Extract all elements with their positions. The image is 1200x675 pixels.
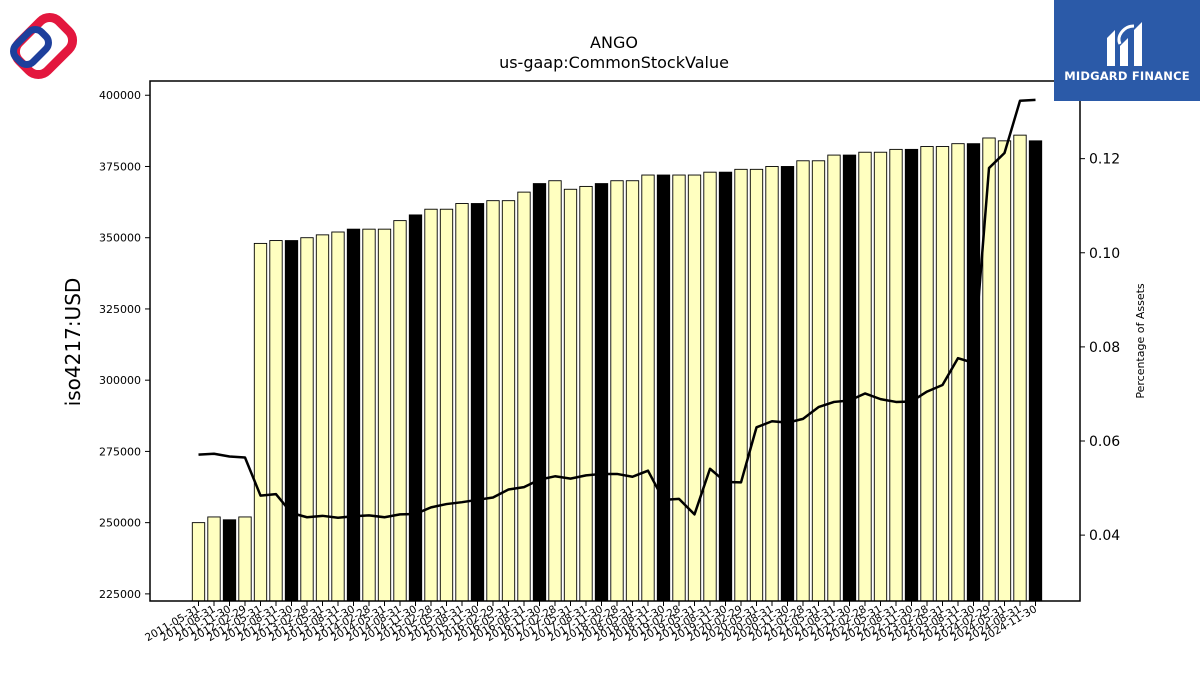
bar-2023-05-31 (935, 146, 950, 602)
bar-2021-11-30 (842, 154, 857, 602)
bar-2017-08-31 (579, 185, 593, 602)
bar-2016-05-31 (501, 200, 516, 602)
bar-2020-02-29 (734, 168, 748, 602)
chart-title: ANGO (590, 33, 638, 52)
bar-2024-05-31 (997, 140, 1012, 602)
y-tick-label: 275000 (99, 445, 141, 458)
bar-2022-02-28 (858, 151, 872, 602)
bar-2015-02-28 (424, 208, 438, 602)
bar-2019-05-31 (687, 174, 702, 602)
bar-2024-08-31 (1013, 134, 1027, 602)
bar-2018-05-31 (625, 180, 640, 602)
y2-tick-label: 0.10 (1089, 246, 1120, 262)
line-series (198, 98, 1036, 519)
bar-2023-08-31 (951, 143, 965, 602)
bar-2015-11-30 (470, 203, 485, 602)
y2-tick-label: 0.08 (1089, 340, 1120, 356)
brand-name: MIDGARD FINANCE (1064, 69, 1190, 83)
bar-2018-11-30 (656, 174, 671, 602)
bar-2021-05-31 (811, 160, 826, 602)
y-tick-label: 225000 (99, 588, 141, 601)
bar-2013-11-30 (346, 228, 361, 602)
bar-2020-08-31 (765, 166, 779, 602)
plot-frame (149, 80, 1081, 602)
y-tick-label: 350000 (99, 232, 141, 245)
bar-2014-11-30 (408, 214, 423, 602)
y-tick-label: 250000 (99, 517, 141, 530)
brand-logo (10, 12, 78, 80)
y-tick-label: 300000 (99, 374, 141, 387)
bar-2020-05-31 (749, 168, 764, 602)
bar-2013-02-28 (300, 237, 314, 602)
percentage-of-assets-line (198, 98, 1036, 519)
bar-2015-08-31 (455, 203, 469, 602)
bar-2016-02-29 (486, 200, 500, 602)
y-axis-left: 225000 250000 275000 300000 325000 350000 3750… (99, 89, 150, 601)
bar-2012-11-30 (284, 240, 299, 602)
bar-2017-05-31 (563, 188, 578, 602)
bar-2016-11-30 (532, 183, 547, 602)
bar-2011-05-31 (191, 522, 206, 602)
y2-tick-label: 0.12 (1089, 152, 1120, 168)
y-axis-right: 0.04 0.06 0.08 0.10 0.12 (1080, 152, 1120, 544)
y-tick-label: 325000 (99, 303, 141, 316)
chart-subtitle: us-gaap:CommonStockValue (499, 53, 729, 72)
bar-2012-05-31 (253, 242, 268, 602)
bar-2018-08-31 (641, 174, 655, 602)
bar-2019-11-30 (718, 171, 733, 602)
bar-2020-11-30 (780, 166, 795, 602)
bar-2023-11-30 (966, 143, 981, 602)
bar-2014-02-28 (362, 228, 376, 602)
y-axis-label: iso4217:USD (61, 278, 85, 407)
bar-2022-11-30 (904, 148, 919, 602)
y2-axis-label: Percentage of Assets (1134, 283, 1147, 399)
bar-2011-11-30 (222, 519, 237, 602)
bar-2011-08-31 (207, 516, 221, 602)
bar-2022-05-31 (873, 151, 888, 602)
x-axis: 2011-05-312011-08-312011-11-302012-02-29… (143, 601, 1039, 644)
bar-2018-02-28 (610, 180, 624, 602)
bar-2019-08-31 (703, 171, 717, 602)
bar-2022-08-31 (889, 148, 903, 602)
bar-2013-08-31 (331, 231, 345, 602)
bar-2021-02-28 (796, 160, 810, 602)
bar-2012-02-29 (238, 516, 252, 602)
bar-2019-02-28 (672, 174, 686, 602)
bar-2024-11-30 (1028, 140, 1043, 602)
y2-tick-label: 0.04 (1089, 528, 1120, 544)
bar-2017-02-28 (548, 180, 562, 602)
bar-2017-11-30 (594, 183, 609, 602)
y-tick-label: 375000 (99, 160, 141, 173)
y-tick-label: 400000 (99, 89, 141, 102)
midgard-logo-icon (1107, 22, 1142, 66)
bar-2023-02-28 (920, 146, 934, 602)
bar-2016-08-31 (517, 191, 531, 602)
brand-badge: MIDGARD FINANCE (1054, 0, 1200, 101)
bar-2014-08-31 (393, 220, 407, 602)
y2-tick-label: 0.06 (1089, 434, 1120, 450)
bar-2014-05-31 (377, 228, 392, 602)
bar-2013-05-31 (315, 234, 330, 602)
bar-2012-08-31 (269, 240, 283, 602)
bar-2021-08-31 (827, 154, 841, 602)
bar-series (191, 134, 1043, 602)
bar-2015-05-31 (439, 208, 454, 602)
